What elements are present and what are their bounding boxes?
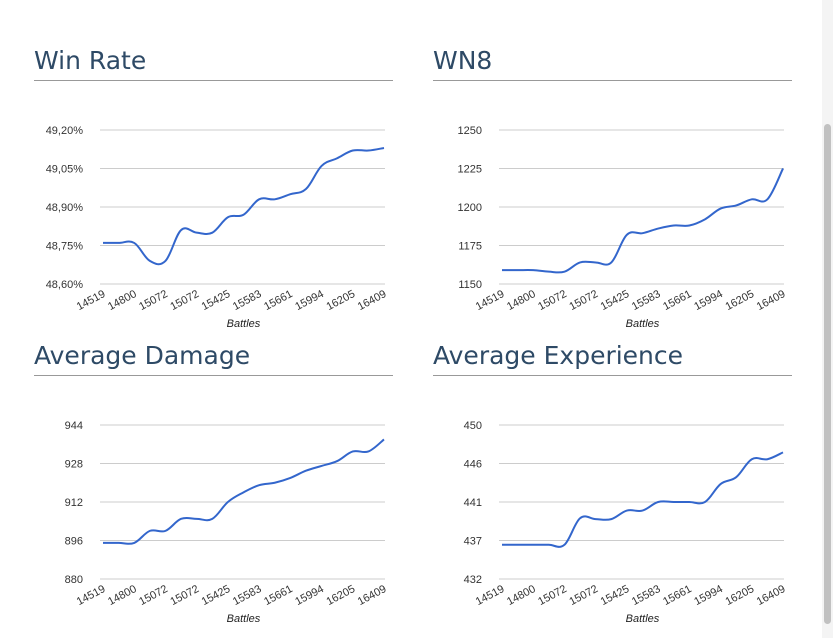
line-series: [501, 451, 784, 548]
x-tick-label: 16205: [325, 583, 358, 608]
x-tick-label: 16205: [724, 288, 757, 313]
column-header: Class: [400, 0, 425, 1]
x-tick-label: 15072: [168, 288, 201, 313]
y-tick-label: 944: [65, 420, 83, 432]
x-tick-label: 15425: [599, 288, 632, 313]
x-tick-label: 14519: [75, 288, 108, 313]
scrollbar-thumb[interactable]: [824, 124, 831, 624]
x-tick-label: 14519: [474, 288, 507, 313]
y-tick-label: 49,20%: [46, 125, 84, 137]
x-tick-label: 15072: [536, 288, 569, 313]
x-axis-label: Battles: [626, 613, 660, 625]
x-tick-label: 15072: [137, 583, 170, 608]
x-tick-label: 15072: [567, 288, 600, 313]
x-tick-label: 14800: [505, 583, 538, 608]
y-tick-label: 49,05%: [46, 164, 84, 176]
x-tick-label: 14519: [75, 583, 108, 608]
y-tick-label: 1250: [458, 125, 482, 137]
x-tick-label: 16409: [755, 288, 788, 313]
x-axis-label: Battles: [626, 318, 660, 330]
x-tick-label: 15425: [599, 583, 632, 608]
x-axis-label: Battles: [227, 318, 261, 330]
chart-title: Average Experience: [433, 341, 683, 370]
x-tick-label: 14519: [474, 583, 507, 608]
x-tick-label: 15661: [262, 288, 295, 313]
x-tick-label: 15072: [567, 583, 600, 608]
x-tick-label: 15583: [231, 583, 264, 608]
x-tick-label: 14800: [106, 583, 139, 608]
x-tick-label: 16205: [325, 288, 358, 313]
y-tick-label: 1225: [458, 164, 482, 176]
x-tick-label: 15072: [536, 583, 569, 608]
chart-title: WN8: [433, 46, 492, 75]
x-tick-label: 15661: [262, 583, 295, 608]
line-series: [103, 146, 385, 266]
y-tick-label: 48,60%: [46, 279, 84, 291]
y-tick-label: 48,75%: [46, 241, 84, 253]
column-header: Nation: [133, 0, 162, 1]
chart-title: Average Damage: [34, 341, 250, 370]
x-tick-label: 16409: [356, 288, 389, 313]
x-tick-label: 15072: [137, 288, 170, 313]
x-tick-label: 15994: [293, 288, 326, 313]
x-tick-label: 15583: [231, 288, 264, 313]
x-tick-label: 14800: [505, 288, 538, 313]
x-tick-label: 14800: [106, 288, 139, 313]
x-tick-label: 16409: [755, 583, 788, 608]
x-tick-label: 15661: [661, 288, 694, 313]
y-tick-label: 1150: [458, 279, 482, 291]
y-tick-label: 1175: [458, 241, 482, 253]
x-tick-label: 15994: [293, 583, 326, 608]
x-tick-label: 16409: [356, 583, 389, 608]
x-tick-label: 15661: [661, 583, 694, 608]
x-tick-label: 15994: [692, 288, 725, 313]
line-series: [102, 438, 385, 545]
y-tick-label: 446: [464, 459, 482, 471]
y-tick-label: 912: [65, 497, 83, 509]
line-series: [502, 168, 784, 274]
y-tick-label: 441: [464, 497, 482, 509]
y-tick-label: 896: [65, 536, 83, 548]
x-tick-label: 15583: [630, 583, 663, 608]
x-tick-label: 16205: [724, 583, 757, 608]
x-tick-label: 15072: [168, 583, 201, 608]
x-tick-label: 15994: [692, 583, 725, 608]
chart-title: Win Rate: [34, 46, 146, 75]
y-tick-label: 880: [65, 574, 83, 586]
y-tick-label: 450: [464, 420, 482, 432]
x-axis-label: Battles: [227, 613, 261, 625]
y-tick-label: 432: [464, 574, 482, 586]
y-tick-label: 1200: [458, 202, 482, 214]
x-tick-label: 15583: [630, 288, 663, 313]
x-tick-label: 15425: [200, 288, 233, 313]
x-tick-label: 15425: [200, 583, 233, 608]
y-tick-label: 437: [464, 536, 482, 548]
y-tick-label: 928: [65, 459, 83, 471]
column-header: Tier: [672, 0, 690, 1]
y-tick-label: 48,90%: [46, 202, 84, 214]
